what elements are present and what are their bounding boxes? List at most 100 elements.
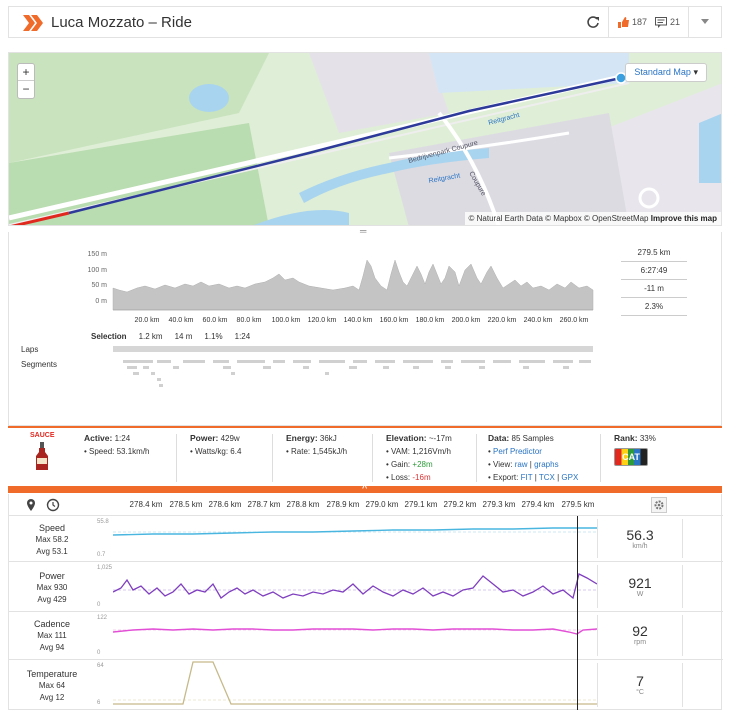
- temperature-stream-chart[interactable]: [113, 660, 597, 710]
- elev-x-tick: 240.0 km: [524, 317, 553, 324]
- energy-stat: Energy: 36kJ • Rate: 1,545kJ/h: [286, 433, 348, 456]
- position-cursor[interactable]: [577, 516, 578, 710]
- zoom-in-button[interactable]: +: [18, 64, 34, 81]
- more-dropdown[interactable]: [697, 17, 713, 27]
- map-tiles: Bedrijvenpark Coupure Reitgracht Reitgra…: [9, 53, 721, 225]
- selection-stats-row: SAUCE Active: 1:24 • Speed: 53.1km/h Pow…: [8, 426, 722, 486]
- stream-avg: Avg 12: [39, 693, 65, 702]
- export-tcx-link[interactable]: TCX: [538, 473, 555, 482]
- elevation-panel: 150 m 100 m 50 m 0 m 20.0 km 40.0 km 60.…: [8, 232, 722, 426]
- export-gpx-link[interactable]: GPX: [561, 473, 579, 482]
- sauce-bottle-icon: [36, 442, 49, 470]
- comments-button[interactable]: 21: [654, 16, 680, 28]
- selection-distance: 1.2 km: [138, 332, 163, 341]
- power-stream-chart[interactable]: [113, 562, 597, 612]
- elev-y-tick: 150 m: [88, 251, 108, 258]
- laps-segments-track[interactable]: [113, 342, 613, 402]
- elev-x-tick: 60.0 km: [203, 317, 228, 324]
- stream-y-min: 0.7: [97, 552, 106, 558]
- caret-down-icon: [701, 19, 709, 24]
- rank-stat: Rank: 33% CAT: [614, 432, 656, 466]
- stream-y-max: 64: [97, 663, 104, 669]
- stream-x-tick: 279.5 km: [561, 500, 595, 509]
- elevation-stat: Elevation: ~-17m • VAM: 1,216Vm/h • Gain…: [386, 433, 452, 482]
- collapse-caret-icon: ^: [362, 483, 368, 493]
- stat-grade: 2.3%: [621, 298, 687, 316]
- refresh-icon[interactable]: [586, 15, 600, 29]
- view-raw-link[interactable]: raw: [514, 460, 528, 469]
- elev-x-tick: 200.0 km: [452, 317, 481, 324]
- stream-name: Power: [39, 571, 65, 581]
- zoom-out-button[interactable]: −: [22, 82, 30, 96]
- stat-distance: 279.5 km: [621, 244, 687, 262]
- route-map[interactable]: Bedrijvenpark Coupure Reitgracht Reitgra…: [8, 52, 722, 226]
- resize-grip-icon[interactable]: ═: [360, 226, 367, 236]
- speed-stream-row: Speed Max 58.2 Avg 53.1 55.8 0.7 56.3 km…: [9, 516, 723, 562]
- stream-x-tick: 279.3 km: [482, 500, 516, 509]
- streams-divider[interactable]: ^: [8, 483, 722, 493]
- selection-summary: Selection 1.2 km 14 m 1.1% 1:24: [91, 332, 250, 341]
- caret-down-icon: ▾: [693, 67, 698, 77]
- elev-x-tick: 120.0 km: [308, 317, 337, 324]
- cadence-unit: rpm: [633, 639, 647, 646]
- active-stat: Active: 1:24 • Speed: 53.1km/h: [84, 433, 150, 456]
- stream-max: Max 930: [36, 583, 68, 592]
- stream-x-tick: 278.9 km: [326, 500, 360, 509]
- stream-name: Cadence: [33, 619, 71, 629]
- stream-name: Temperature: [26, 669, 78, 679]
- comments-count: 21: [669, 17, 680, 27]
- segments-label: Segments: [21, 360, 58, 369]
- temperature-unit: °C: [636, 689, 644, 696]
- map-pin-icon[interactable]: [23, 497, 39, 513]
- speed-stream-chart[interactable]: [113, 516, 597, 562]
- power-current-value: 921: [628, 575, 652, 591]
- stream-x-tick: 278.8 km: [286, 500, 320, 509]
- map-zoom-control: + −: [17, 63, 35, 99]
- cadence-stream-chart[interactable]: [113, 612, 597, 660]
- stream-x-tick: 279.0 km: [365, 500, 399, 509]
- stream-y-max: 122: [97, 615, 108, 621]
- elev-x-tick: 160.0 km: [380, 317, 409, 324]
- elevation-chart[interactable]: 150 m 100 m 50 m 0 m 20.0 km 40.0 km 60.…: [9, 242, 609, 338]
- elev-x-tick: 180.0 km: [416, 317, 445, 324]
- export-fit-link[interactable]: FIT: [520, 473, 533, 482]
- data-stat: Data: 85 Samples • Perf Predictor • View…: [488, 433, 579, 482]
- elev-y-tick: 50 m: [91, 282, 107, 289]
- power-stream-row: Power Max 930 Avg 429 1,025 0 921 W: [9, 562, 723, 612]
- stream-y-max: 1,025: [97, 565, 113, 571]
- elev-x-tick: 40.0 km: [169, 317, 194, 324]
- improve-map-link[interactable]: Improve this map: [650, 214, 717, 223]
- clock-icon[interactable]: [45, 497, 61, 513]
- kudos-button[interactable]: 187: [617, 16, 647, 28]
- elev-x-tick: 140.0 km: [344, 317, 373, 324]
- map-style-select[interactable]: Standard Map ▾: [625, 63, 707, 82]
- stream-x-tick: 278.5 km: [169, 500, 203, 509]
- stream-max: Max 58.2: [35, 535, 69, 544]
- activity-header: Luca Mozzato – Ride 187 21: [8, 6, 722, 38]
- settings-gear-icon[interactable]: [651, 497, 667, 513]
- kudos-icon: [617, 17, 629, 28]
- cat-badge-icon[interactable]: CAT: [614, 448, 648, 466]
- perf-predictor-link[interactable]: Perf Predictor: [493, 447, 542, 456]
- cadence-stream-row: Cadence Max 111 Avg 94 122 0 92 rpm: [9, 612, 723, 660]
- stream-x-tick: 279.4 km: [521, 500, 555, 509]
- elevation-stats: 279.5 km 6:27:49 -11 m 2.3%: [621, 244, 687, 316]
- cadence-current-value: 92: [632, 623, 648, 639]
- temperature-current-value: 7: [636, 673, 644, 689]
- map-attribution: © Natural Earth Data © Mapbox © OpenStre…: [464, 212, 721, 225]
- stream-x-tick: 278.7 km: [247, 500, 281, 509]
- sauce-chevron-logo: [23, 15, 43, 31]
- stream-x-tick: 279.2 km: [443, 500, 477, 509]
- selection-elevation: 14 m: [174, 332, 193, 341]
- comment-icon: [654, 16, 667, 28]
- elevation-area: [112, 259, 594, 311]
- stream-avg: Avg 53.1: [36, 547, 68, 556]
- stream-max: Max 64: [38, 681, 66, 690]
- kudos-count: 187: [631, 17, 647, 27]
- activity-title: Luca Mozzato – Ride: [51, 14, 192, 31]
- stream-x-tick: 278.6 km: [208, 500, 242, 509]
- elev-y-tick: 100 m: [88, 267, 108, 274]
- view-graphs-link[interactable]: graphs: [534, 460, 559, 469]
- laps-label: Laps: [21, 345, 39, 354]
- elev-x-tick: 260.0 km: [560, 317, 589, 324]
